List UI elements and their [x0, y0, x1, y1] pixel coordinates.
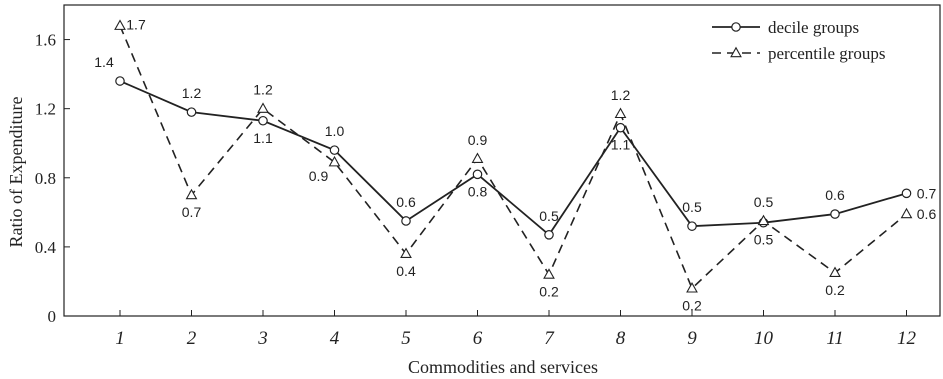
data-point-decile-groups [115, 76, 125, 86]
data-point-decile-groups [830, 209, 840, 219]
x-tick-label: 7 [544, 328, 555, 349]
x-tick-label: 6 [473, 328, 483, 349]
data-label-decile-groups: 1.0 [325, 123, 345, 139]
data-label-decile-groups: 1.2 [182, 85, 202, 101]
x-tick-label: 2 [187, 328, 197, 349]
data-label-decile-groups: 0.5 [682, 199, 702, 215]
x-tick-label: 3 [257, 328, 268, 349]
data-label-percentile-groups: 0.7 [182, 204, 202, 220]
data-label-percentile-groups: 0.6 [917, 206, 937, 222]
data-point-decile-groups [258, 115, 268, 126]
legend-label-decile-groups: decile groups [768, 18, 859, 37]
y-tick-label: 1.6 [35, 31, 56, 50]
data-point-percentile-groups [900, 207, 913, 219]
data-label-decile-groups: 0.8 [468, 183, 488, 199]
data-labels: 1.4 1.2 1.1 1.0 0.6 0.8 0.5 1.1 0.5 0.5 0.6 0.7 1.7 0… [94, 17, 936, 314]
data-label-percentile-groups: 0.2 [682, 297, 702, 313]
data-label-percentile-groups: 1.2 [611, 87, 631, 103]
series-line-percentile-groups [119, 25, 908, 290]
x-tick-label: 8 [616, 328, 626, 349]
data-label-decile-groups: 0.6 [396, 194, 416, 210]
data-point-decile-groups [186, 107, 197, 117]
data-point-percentile-groups [686, 282, 698, 293]
y-tick-label: 0 [48, 307, 57, 326]
data-label-percentile-groups: 0.5 [754, 194, 774, 210]
series-line-decile-groups [119, 80, 907, 237]
y-tick-label: 0.4 [35, 238, 57, 257]
data-label-decile-groups: 1.1 [611, 137, 631, 153]
x-tick-label: 11 [826, 328, 844, 349]
data-point-percentile-groups [328, 155, 341, 167]
x-tick-label: 5 [401, 328, 411, 349]
data-label-decile-groups: 1.1 [253, 130, 273, 146]
legend-marker-percentile-groups [730, 46, 742, 58]
data-point-percentile-groups [257, 102, 269, 113]
legend-label-percentile-groups: percentile groups [768, 44, 886, 63]
data-point-decile-groups [472, 169, 483, 180]
data-label-percentile-groups: 0.9 [468, 132, 488, 148]
axes [63, 4, 941, 317]
data-point-percentile-groups [543, 268, 555, 279]
data-point-percentile-groups [114, 19, 126, 30]
y-axis-title: Ratio of Expenditure [6, 97, 26, 248]
data-point-decile-groups [615, 122, 626, 133]
x-tick-label: 1 [115, 328, 125, 349]
data-point-percentile-groups [829, 266, 841, 277]
data-label-decile-groups: 0.6 [825, 187, 845, 203]
y-axis-ticks: 0 0.4 0.8 1.2 1.6 [35, 31, 70, 326]
data-point-percentile-groups [757, 214, 770, 226]
y-tick-label: 0.8 [35, 169, 56, 188]
data-label-decile-groups: 0.5 [754, 232, 774, 248]
data-point-decile-groups [401, 216, 411, 226]
series-group [114, 19, 913, 293]
data-point-percentile-groups [471, 152, 484, 163]
x-axis-ticks: 1 2 3 4 5 6 7 8 9 10 11 12 [115, 310, 917, 349]
data-point-decile-groups [687, 221, 697, 231]
data-label-percentile-groups: 0.2 [539, 284, 559, 300]
data-point-decile-groups [901, 188, 912, 199]
data-label-decile-groups: 0.7 [917, 185, 937, 201]
legend: decile groups percentile groups [712, 18, 886, 63]
x-tick-label: 9 [687, 328, 697, 349]
plot-frame [63, 4, 941, 317]
data-label-percentile-groups: 0.9 [309, 168, 329, 184]
y-tick-label: 1.2 [35, 100, 56, 119]
data-label-percentile-groups: 0.2 [825, 282, 845, 298]
data-point-percentile-groups [614, 107, 627, 119]
data-point-percentile-groups [185, 188, 198, 200]
data-label-decile-groups: 1.4 [94, 54, 114, 70]
data-point-decile-groups [544, 229, 554, 240]
data-label-percentile-groups: 1.2 [253, 82, 273, 98]
data-point-percentile-groups [400, 247, 412, 258]
legend-marker-decile-groups [731, 22, 741, 32]
x-tick-label: 10 [754, 328, 774, 349]
data-label-decile-groups: 0.5 [539, 208, 559, 224]
x-tick-label: 4 [330, 328, 340, 349]
data-point-decile-groups [329, 145, 340, 155]
data-label-percentile-groups: 1.7 [126, 17, 146, 33]
data-label-percentile-groups: 0.4 [396, 263, 416, 279]
x-axis-title: Commodities and services [408, 357, 598, 377]
x-tick-label: 12 [897, 328, 917, 349]
